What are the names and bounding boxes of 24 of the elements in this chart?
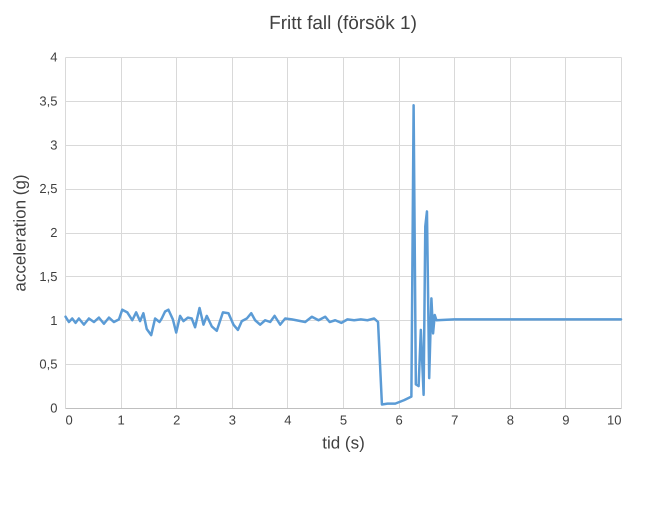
y-axis-title: acceleration (g) [10, 174, 30, 292]
x-tick-label: 1 [117, 412, 125, 428]
x-tick-label: 7 [451, 412, 458, 428]
x-tick-label: 9 [562, 412, 570, 428]
x-tick-label: 8 [506, 412, 514, 428]
y-tick-label: 2 [50, 225, 58, 240]
y-tick-label: 1 [50, 312, 58, 328]
x-tick-label: 5 [340, 412, 348, 428]
x-tick-label: 4 [284, 412, 292, 428]
y-tick-label: 4 [50, 50, 58, 64]
y-tick-label: 0,5 [39, 356, 58, 372]
y-tick-label: 3,5 [39, 93, 58, 108]
line-series [64, 104, 622, 406]
x-tick-label: 0 [66, 412, 73, 428]
y-tick-label: 3 [50, 137, 58, 152]
x-tick-label: 2 [173, 412, 180, 428]
y-tick-label: 2,5 [39, 181, 58, 196]
x-tick-label: 10 [607, 412, 622, 428]
x-tick-label: 3 [228, 412, 236, 428]
x-tick-label: 6 [395, 412, 403, 428]
y-tick-label: 1,5 [39, 268, 58, 284]
y-tick-label: 0 [50, 400, 58, 416]
chart-title: Fritt fall (försök 1) [269, 13, 417, 34]
x-axis-title: tid (s) [322, 434, 365, 452]
